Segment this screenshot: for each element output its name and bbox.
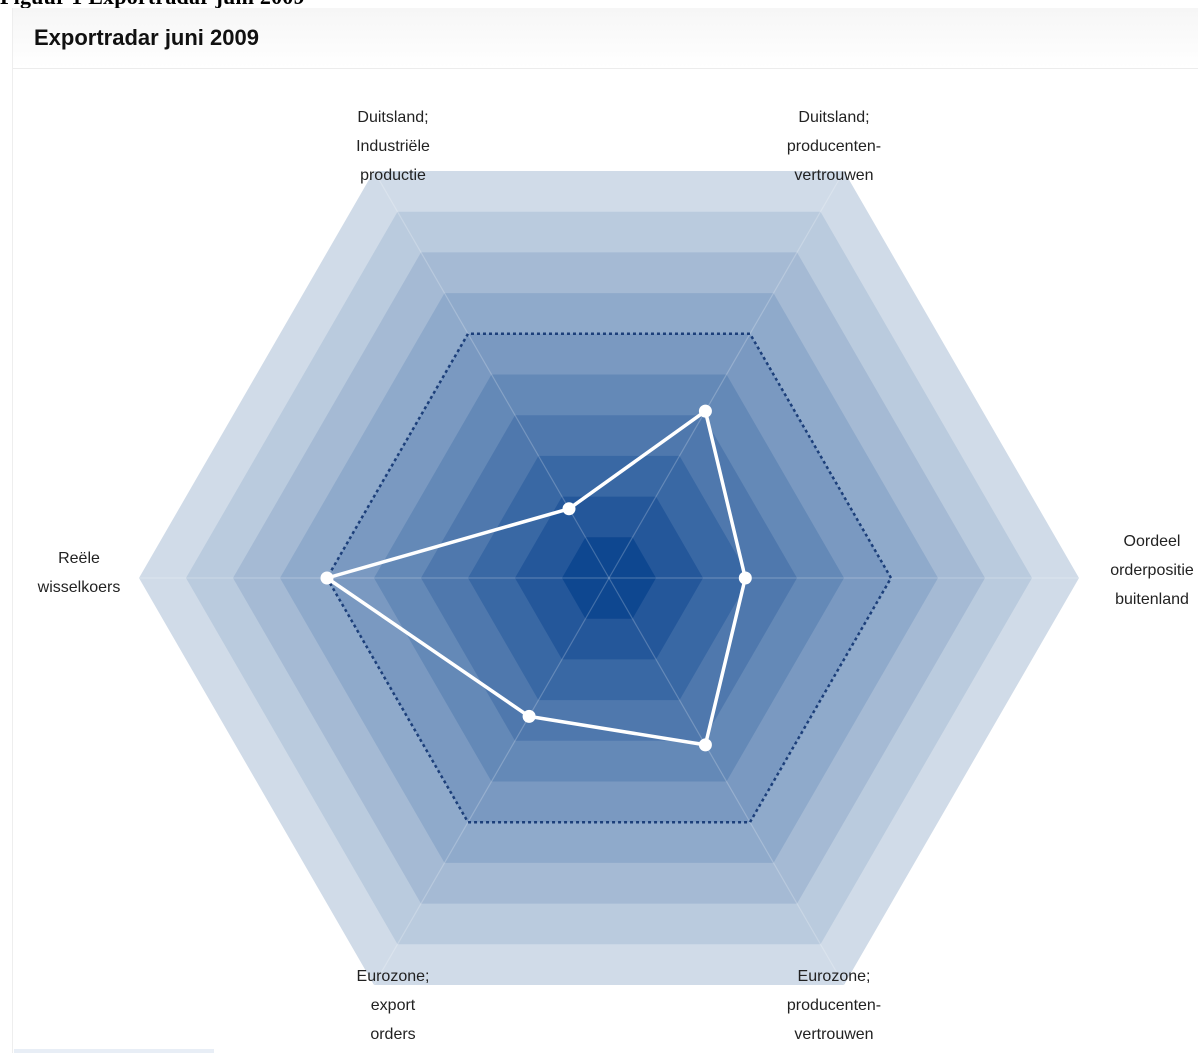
- axis-label-4-line-2: orders: [370, 1026, 415, 1043]
- axis-label-0: Oordeel orderpositie buitenland: [1110, 533, 1194, 608]
- axis-label-0-line-2: buitenland: [1115, 591, 1189, 608]
- axis-label-2-line-0: Duitsland;: [357, 109, 428, 126]
- axis-label-4-line-0: Eurozone;: [357, 968, 430, 985]
- chart-title-bar: Exportradar juni 2009: [13, 8, 1198, 69]
- axis-label-1: Duitsland; producenten-vertrouwen: [787, 109, 881, 184]
- radar-point-2: [562, 502, 576, 516]
- radar-point-0: [738, 571, 752, 585]
- axis-label-2-line-1: Industriële: [356, 138, 430, 155]
- axis-label-1-line-1: producenten-: [787, 138, 881, 155]
- axis-label-1-line-0: Duitsland;: [798, 109, 869, 126]
- radar-spoke-4: [373, 577, 610, 986]
- radar-point-4: [522, 709, 536, 723]
- axis-label-5-line-1: producenten-: [787, 997, 881, 1014]
- footer-strip: [14, 1049, 214, 1053]
- figure-heading-text: Figuur 1 Exportradar juni 2009: [0, 0, 305, 8]
- axis-label-1-line-2: vertrouwen: [794, 167, 873, 184]
- axis-label-3: Reële wisselkoers: [37, 550, 121, 596]
- figure-heading: Figuur 1 Exportradar juni 2009: [0, 0, 1198, 8]
- axis-label-0-line-0: Oordeel: [1124, 533, 1181, 550]
- radar-chart: Oordeel orderpositie buitenland Duitsland; p…: [37, 109, 1194, 1043]
- axis-label-5-line-2: vertrouwen: [794, 1026, 873, 1043]
- axis-label-3-line-0: Reële: [58, 550, 100, 567]
- radar-spoke-5: [608, 577, 845, 986]
- axis-label-4-line-1: export: [371, 997, 416, 1014]
- axis-label-2-line-2: productie: [360, 167, 426, 184]
- radar-point-1: [698, 404, 712, 418]
- axis-label-5: Eurozone; producenten-vertrouwen: [787, 968, 881, 1043]
- axis-label-5-line-0: Eurozone;: [798, 968, 871, 985]
- radar-spoke-1: [608, 170, 845, 579]
- axis-label-0-line-1: orderpositie: [1110, 562, 1194, 579]
- axis-label-2: Duitsland; Industriële productie: [356, 109, 430, 184]
- radar-point-3: [320, 571, 334, 585]
- axis-label-4: Eurozone; export orders: [357, 968, 430, 1043]
- radar-ring-1: [562, 537, 656, 619]
- chart-panel: Exportradar juni 2009 Oordeel orderpositi…: [12, 8, 1198, 1053]
- axis-label-3-line-1: wisselkoers: [37, 579, 121, 596]
- radar-point-5: [698, 738, 712, 752]
- chart-title: Exportradar juni 2009: [34, 25, 259, 50]
